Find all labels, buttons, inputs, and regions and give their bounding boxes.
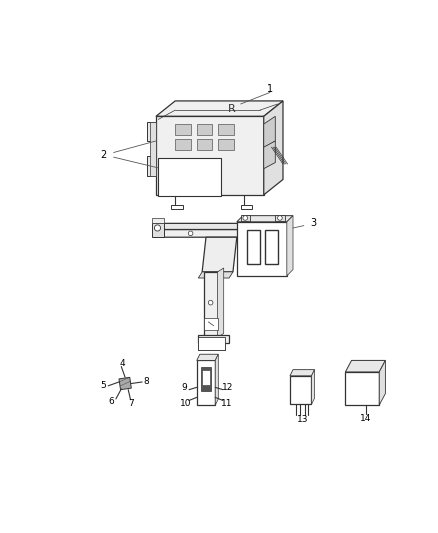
- Text: 14: 14: [360, 415, 371, 423]
- Polygon shape: [379, 360, 385, 405]
- Polygon shape: [158, 158, 221, 196]
- Polygon shape: [147, 156, 156, 175]
- Polygon shape: [156, 230, 247, 237]
- Text: 13: 13: [297, 415, 308, 424]
- Text: R: R: [227, 103, 235, 114]
- Polygon shape: [119, 377, 131, 390]
- Polygon shape: [147, 122, 156, 141]
- Polygon shape: [264, 141, 276, 168]
- Polygon shape: [201, 367, 212, 391]
- Polygon shape: [311, 370, 314, 405]
- Polygon shape: [205, 318, 218, 329]
- Polygon shape: [218, 124, 234, 135]
- Polygon shape: [290, 376, 311, 405]
- Polygon shape: [152, 223, 164, 237]
- Circle shape: [155, 225, 161, 231]
- Text: 12: 12: [222, 383, 233, 392]
- Text: 4: 4: [119, 359, 125, 368]
- Circle shape: [188, 231, 193, 236]
- Polygon shape: [240, 215, 250, 221]
- Text: 10: 10: [180, 399, 192, 408]
- Polygon shape: [264, 101, 283, 195]
- Polygon shape: [175, 140, 191, 150]
- Polygon shape: [240, 205, 252, 209]
- Polygon shape: [276, 215, 285, 221]
- Polygon shape: [202, 370, 210, 385]
- Text: 11: 11: [221, 399, 233, 408]
- Polygon shape: [218, 268, 224, 337]
- Polygon shape: [197, 124, 212, 135]
- Polygon shape: [156, 101, 283, 116]
- Polygon shape: [237, 222, 287, 276]
- Text: 9: 9: [182, 383, 187, 392]
- Polygon shape: [247, 230, 260, 264]
- Polygon shape: [197, 354, 218, 360]
- Circle shape: [208, 301, 213, 305]
- Text: 2: 2: [100, 150, 107, 160]
- Polygon shape: [198, 337, 225, 350]
- Text: 6: 6: [109, 397, 114, 406]
- Polygon shape: [346, 372, 379, 405]
- Text: 8: 8: [144, 377, 150, 386]
- Text: 5: 5: [101, 381, 106, 390]
- Polygon shape: [156, 223, 247, 230]
- Polygon shape: [264, 116, 276, 149]
- Circle shape: [243, 216, 247, 220]
- Polygon shape: [202, 237, 237, 272]
- Polygon shape: [198, 343, 225, 350]
- Polygon shape: [197, 140, 212, 150]
- Polygon shape: [198, 335, 229, 343]
- Polygon shape: [287, 216, 293, 276]
- Polygon shape: [290, 370, 314, 376]
- Polygon shape: [171, 205, 183, 209]
- Circle shape: [278, 216, 282, 220]
- Polygon shape: [215, 354, 218, 405]
- Polygon shape: [152, 218, 164, 223]
- Polygon shape: [175, 124, 191, 135]
- Text: 3: 3: [311, 219, 317, 228]
- Polygon shape: [205, 272, 218, 337]
- Text: 7: 7: [128, 399, 134, 408]
- Polygon shape: [197, 360, 215, 405]
- Text: 1: 1: [267, 84, 273, 94]
- Polygon shape: [346, 360, 385, 372]
- Polygon shape: [150, 122, 156, 175]
- Polygon shape: [198, 272, 233, 278]
- Polygon shape: [156, 116, 264, 195]
- Polygon shape: [265, 230, 279, 264]
- Polygon shape: [237, 216, 293, 222]
- Polygon shape: [218, 140, 234, 150]
